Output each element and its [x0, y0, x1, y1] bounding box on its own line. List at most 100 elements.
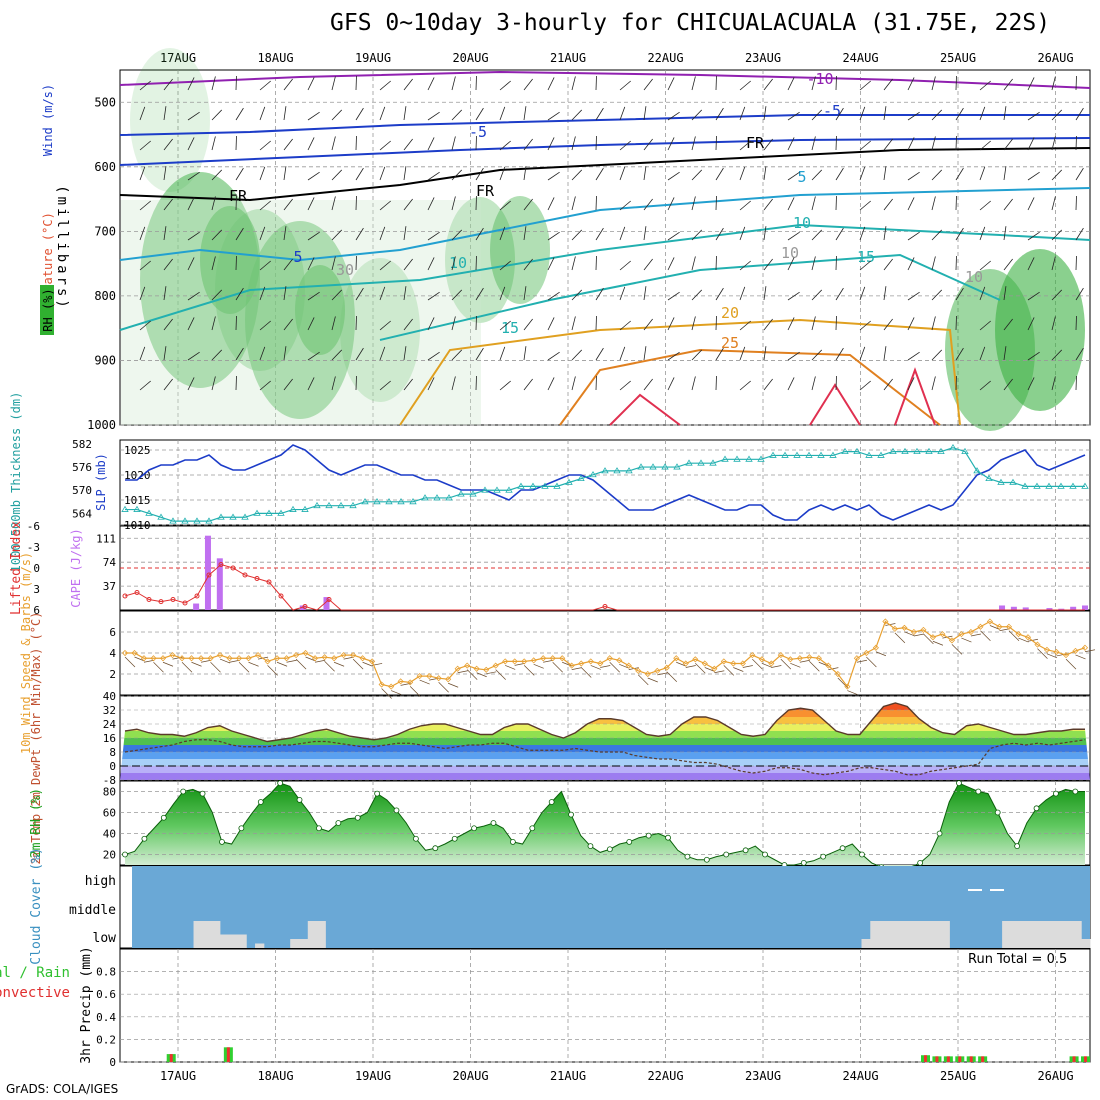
wind-barb — [307, 231, 320, 241]
wind-barb — [859, 286, 866, 301]
cape-bar — [1046, 608, 1053, 610]
thickness-point — [1009, 478, 1017, 485]
wind-barb — [191, 661, 202, 667]
contour-label: 10 — [449, 254, 467, 272]
wind-barb — [523, 665, 535, 676]
wind-barb — [163, 286, 167, 301]
wind-barb — [590, 665, 601, 670]
wind-barb — [931, 76, 936, 91]
wind-barb — [739, 226, 746, 241]
date-label-bottom: 21AUG — [550, 1069, 586, 1083]
cloud-low-bar — [1054, 921, 1065, 948]
wind-barb — [523, 378, 533, 391]
wind-speed-point — [616, 657, 623, 664]
lifted-tick-label: -3 — [27, 541, 40, 554]
lifted-index-point — [218, 562, 224, 567]
cape-tick-label: 74 — [103, 556, 117, 569]
cape-bar — [299, 605, 306, 610]
lifted-axis-label: Lifted Index — [9, 521, 24, 615]
cloud-low-bar — [1019, 921, 1029, 948]
wind-speed-point — [625, 662, 632, 669]
wind-barb — [1037, 648, 1048, 659]
temp-tick-label: 8 — [109, 746, 116, 759]
wind-barb — [259, 106, 266, 121]
thickness-point — [1033, 482, 1041, 489]
thickness-point — [961, 447, 969, 454]
wind-barb — [419, 679, 430, 685]
wind-speed-point — [178, 655, 186, 662]
wind-speed-point — [340, 652, 347, 659]
rh-point — [956, 780, 962, 786]
wind-barb — [187, 377, 195, 391]
wind-speed-point — [188, 655, 195, 662]
wind-barb — [828, 667, 839, 670]
wind-barb — [143, 659, 155, 663]
wind-barb — [543, 659, 554, 663]
wind-speed-point — [606, 655, 613, 662]
wind-barb — [307, 171, 320, 181]
thickness-point — [325, 501, 333, 509]
cloud-low-bar — [861, 939, 871, 948]
wind-barb — [875, 651, 887, 657]
wind-barb — [883, 226, 887, 241]
wind-barb — [763, 318, 773, 331]
wind-barb — [643, 78, 653, 91]
wind-barb — [691, 196, 696, 211]
rh-point — [839, 845, 846, 852]
wind-speed-point — [844, 683, 851, 690]
rh-point — [800, 860, 807, 866]
wind-barb — [163, 318, 173, 331]
wind-barb — [571, 196, 576, 211]
wind-barb — [894, 632, 906, 644]
wind-barb — [1051, 349, 1063, 361]
wind-barb — [307, 377, 315, 391]
temp-band — [120, 738, 1090, 745]
lifted-index-point — [242, 572, 248, 578]
wind-barb — [811, 316, 816, 331]
precip-tick-label: 0.4 — [96, 1011, 116, 1024]
cloud-low-bar — [1081, 939, 1091, 948]
lifted-index-point — [302, 604, 308, 609]
wind-speed-point — [796, 655, 803, 662]
wind-speed-point — [891, 625, 898, 632]
wind-barb — [955, 107, 964, 121]
thickness-point — [589, 470, 597, 478]
wind-barb — [595, 167, 604, 181]
wind-barb — [647, 677, 658, 683]
cloud-low-bar — [298, 939, 309, 948]
wind-barb — [379, 286, 386, 301]
wind-barb — [676, 661, 687, 667]
wind-barb — [837, 677, 849, 689]
wind-barb — [403, 378, 413, 391]
wind-barb — [619, 380, 631, 391]
wind-barb — [811, 109, 823, 121]
wind-barb — [331, 196, 336, 211]
wind-barb — [859, 380, 871, 391]
thickness-point — [529, 482, 537, 489]
rh-point — [490, 820, 497, 826]
wind-barb — [187, 291, 200, 301]
isoline-11 — [894, 367, 936, 426]
rh-point — [587, 843, 594, 849]
rh-point — [393, 807, 400, 814]
wind-barb — [931, 256, 936, 271]
contour-label: FR — [229, 187, 248, 205]
wind-barb — [163, 378, 173, 391]
wind-speed-point — [1081, 644, 1089, 651]
wind-barb — [163, 78, 173, 91]
wind-barb — [211, 289, 223, 301]
wind-barb — [305, 656, 316, 662]
wind-barb — [691, 316, 696, 331]
thickness-point — [769, 451, 777, 458]
date-label-bottom: 22AUG — [647, 1069, 683, 1083]
wind-barb — [955, 167, 964, 181]
wind-barb — [403, 166, 407, 181]
wind-barb — [571, 316, 576, 331]
thickness-point — [649, 463, 657, 470]
wind-barb — [787, 351, 800, 361]
wind-barb — [187, 231, 200, 241]
rh-legend-swatch — [40, 285, 54, 335]
thickness-tick-label: 576 — [72, 461, 92, 474]
rh-line — [124, 782, 1085, 870]
wind-barb — [187, 257, 195, 271]
